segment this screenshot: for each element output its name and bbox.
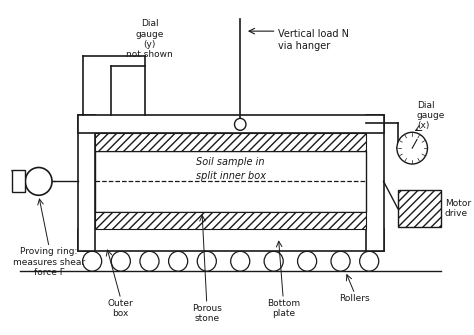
- Bar: [78, 116, 95, 251]
- Circle shape: [397, 132, 428, 164]
- Text: Vertical load N
via hanger: Vertical load N via hanger: [278, 29, 349, 51]
- Circle shape: [360, 251, 379, 271]
- Circle shape: [25, 168, 52, 195]
- Text: Soil sample in: Soil sample in: [196, 157, 265, 167]
- Text: Motor
drive: Motor drive: [445, 199, 471, 218]
- Text: Dial
gauge
(y)
not shown: Dial gauge (y) not shown: [126, 19, 173, 59]
- Circle shape: [111, 251, 130, 271]
- Bar: [78, 229, 383, 251]
- Bar: [398, 190, 441, 227]
- Text: split inner box: split inner box: [196, 171, 266, 181]
- Text: Rollers: Rollers: [339, 294, 370, 303]
- Bar: [95, 212, 366, 229]
- Text: Outer
box: Outer box: [108, 299, 134, 318]
- Circle shape: [197, 251, 216, 271]
- Bar: [78, 116, 383, 133]
- Circle shape: [140, 251, 159, 271]
- Text: Dial
gauge
(x): Dial gauge (x): [417, 100, 446, 130]
- Bar: [12, 171, 25, 192]
- Circle shape: [169, 251, 188, 271]
- Circle shape: [331, 251, 350, 271]
- Text: Proving ring:
measures shear
force F: Proving ring: measures shear force F: [13, 247, 85, 277]
- Circle shape: [82, 251, 102, 271]
- Text: Bottom
plate: Bottom plate: [267, 299, 300, 318]
- Circle shape: [264, 251, 283, 271]
- Circle shape: [235, 118, 246, 130]
- Text: Porous
stone: Porous stone: [192, 304, 222, 323]
- Circle shape: [298, 251, 317, 271]
- Bar: [95, 151, 366, 212]
- Circle shape: [231, 251, 250, 271]
- Bar: [366, 116, 383, 251]
- Bar: [95, 133, 366, 151]
